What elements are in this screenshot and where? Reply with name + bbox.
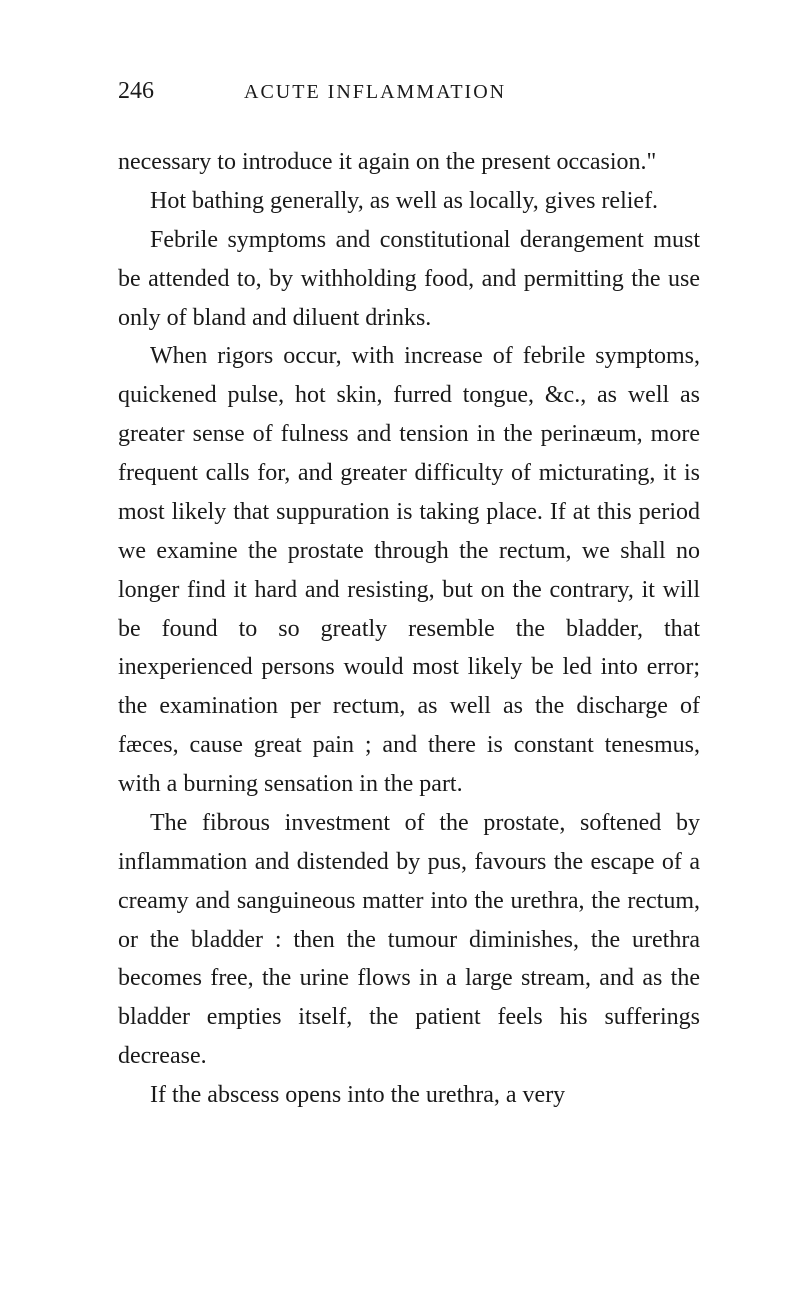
paragraph-1: necessary to introduce it again on the p… (118, 143, 700, 182)
body-text: necessary to introduce it again on the p… (118, 143, 700, 1115)
paragraph-5: The fibrous investment of the prostate, … (118, 804, 700, 1076)
page-title: ACUTE INFLAMMATION (244, 81, 506, 104)
paragraph-3: Febrile symptoms and constitutional dera… (118, 221, 700, 338)
page-number: 246 (118, 78, 154, 105)
paragraph-4: When rigors occur, with increase of febr… (118, 337, 700, 804)
page-header: 246 ACUTE INFLAMMATION (118, 78, 700, 105)
paragraph-6: If the abscess opens into the urethra, a… (118, 1076, 700, 1115)
paragraph-2: Hot bathing generally, as well as locall… (118, 182, 700, 221)
